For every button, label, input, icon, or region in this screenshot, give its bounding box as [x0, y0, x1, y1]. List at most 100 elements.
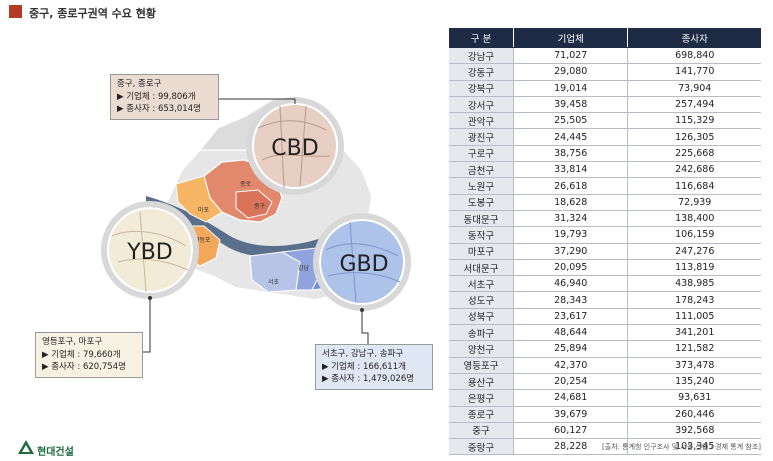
table-row: 양천구 25,894 121,582 — [449, 340, 761, 358]
cbd-label: CBD — [271, 136, 318, 161]
label-mapo: 마포 — [198, 206, 210, 214]
district-cell: 강동구 — [449, 63, 514, 81]
table-row: 영등포구 42,370 373,478 — [449, 357, 761, 374]
district-cell: 성북구 — [449, 308, 514, 326]
district-cell: 금천구 — [449, 161, 514, 179]
header-district: 구 분 — [449, 28, 514, 48]
district-cell: 서대문구 — [449, 259, 514, 277]
gbd-label: GBD — [339, 252, 388, 277]
brand-logo-icon — [18, 440, 34, 454]
ybd-callout-box: 영등포구, 마포구 ▶ 기업체 : 79,660개 ▶ 종사자 : 620,75… — [35, 332, 143, 378]
title-accent-square — [9, 5, 22, 18]
page-title: 중구, 종로구권역 수요 현황 — [29, 7, 156, 20]
gbd-callout-workers: ▶ 종사자 : 1,479,026명 — [322, 374, 415, 384]
companies-cell: 42,370 — [513, 357, 629, 374]
district-cell: 강북구 — [449, 80, 514, 97]
table-row: 송파구 48,644 341,201 — [449, 324, 761, 342]
table-row: 관악구 25,505 115,329 — [449, 112, 761, 130]
district-cell: 서초구 — [449, 275, 514, 293]
companies-cell: 38,756 — [513, 145, 629, 163]
companies-cell: 24,681 — [513, 389, 629, 407]
district-cell: 종로구 — [449, 406, 514, 423]
companies-cell: 71,027 — [513, 47, 629, 65]
companies-cell: 26,618 — [513, 177, 629, 195]
workers-cell: 106,159 — [627, 226, 761, 244]
companies-cell: 23,617 — [513, 308, 629, 326]
table-row: 서초구 46,940 438,985 — [449, 275, 761, 293]
gbd-connector-dot — [360, 308, 364, 312]
companies-cell: 39,679 — [513, 406, 629, 423]
workers-cell: 260,446 — [627, 406, 761, 423]
district-cell: 노원구 — [449, 177, 514, 195]
gbd-callout-box: 서초구, 강남구, 송파구 ▶ 기업체 : 166,611개 ▶ 종사자 : 1… — [315, 344, 433, 390]
header-companies: 기업체 — [513, 28, 629, 48]
workers-cell: 73,904 — [627, 80, 761, 97]
cbd-callout-title: 중구, 종로구 — [117, 79, 162, 89]
companies-cell: 37,290 — [513, 243, 629, 260]
workers-cell: 178,243 — [627, 291, 761, 309]
workers-cell: 111,005 — [627, 308, 761, 326]
companies-cell: 19,014 — [513, 80, 629, 97]
label-jung: 중구 — [254, 203, 266, 210]
table-row: 서대문구 20,095 113,819 — [449, 259, 761, 277]
jung-gu-shape — [235, 189, 273, 219]
workers-cell: 93,631 — [627, 389, 761, 407]
label-yeongdeungpo: 영등포 — [194, 236, 211, 244]
workers-cell: 141,770 — [627, 63, 761, 81]
district-cell: 광진구 — [449, 128, 514, 146]
mapo-shape — [175, 175, 223, 223]
companies-cell: 29,080 — [513, 63, 629, 81]
table-row: 성북구 23,617 111,005 — [449, 308, 761, 326]
workers-cell: 113,819 — [627, 259, 761, 277]
table-row: 동대문구 31,324 138,400 — [449, 210, 761, 228]
table-row: 중구 60,127 392,568 — [449, 422, 761, 440]
cbd-callout-companies: ▶ 기업체 : 99,806개 — [117, 91, 196, 102]
workers-cell: 116,684 — [627, 177, 761, 195]
workers-cell: 341,201 — [627, 324, 761, 342]
companies-cell: 60,127 — [513, 422, 629, 440]
district-cell: 송파구 — [449, 324, 514, 342]
district-cell: 강서구 — [449, 96, 514, 114]
table-row: 강남구 71,027 698,840 — [449, 47, 761, 65]
district-cell: 성도구 — [449, 291, 514, 309]
cbd-callout-workers: ▶ 종사자 : 653,014명 — [117, 104, 201, 114]
companies-cell: 18,628 — [513, 194, 629, 211]
district-cell: 중랑구 — [449, 438, 514, 456]
table-row: 강북구 19,014 73,904 — [449, 80, 761, 97]
district-cell: 도봉구 — [449, 194, 514, 211]
companies-cell: 39,458 — [513, 96, 629, 114]
table-header-row: 구 분 기업체 종사자 — [449, 28, 761, 48]
source-note: [출처: 통계청 인구조사 및 서울 산업 / 경제 통계 참조] — [601, 443, 761, 451]
ybd-magnifier-circle — [107, 207, 193, 293]
workers-cell: 103,345 — [627, 438, 761, 456]
label-seocho: 서초 — [268, 278, 280, 286]
seoul-district-map: 종로 중구 마포 영등포 강남 서초 송파 CBD YBD GBD — [101, 97, 411, 353]
district-cell: 중구 — [449, 422, 514, 440]
ybd-callout-workers: ▶ 종사자 : 620,754명 — [42, 362, 126, 372]
companies-cell: 48,644 — [513, 324, 629, 342]
table-row: 은평구 24,681 93,631 — [449, 389, 761, 407]
table-row: 용산구 20,254 135,240 — [449, 373, 761, 391]
district-cell: 은평구 — [449, 389, 514, 407]
companies-cell: 20,095 — [513, 259, 629, 277]
table-row: 중랑구 28,228 103,345 — [449, 438, 761, 456]
workers-cell: 392,568 — [627, 422, 761, 440]
workers-cell: 138,400 — [627, 210, 761, 228]
workers-cell: 115,329 — [627, 112, 761, 130]
district-stats-table-wrap: 구 분 기업체 종사자 강남구 71,027 698,840 강동구 29,080 141… — [449, 28, 761, 456]
district-cell: 영등포구 — [449, 357, 514, 374]
district-cell: 동작구 — [449, 226, 514, 244]
workers-cell: 242,686 — [627, 161, 761, 179]
workers-cell: 135,240 — [627, 373, 761, 391]
table-row: 도봉구 18,628 72,939 — [449, 194, 761, 211]
workers-cell: 438,985 — [627, 275, 761, 293]
workers-cell: 72,939 — [627, 194, 761, 211]
table-row: 광진구 24,445 126,305 — [449, 128, 761, 146]
table-row: 마포구 37,290 247,276 — [449, 243, 761, 260]
district-cell: 양천구 — [449, 340, 514, 358]
companies-cell: 28,228 — [513, 438, 629, 456]
district-cell: 관악구 — [449, 112, 514, 130]
label-gangnam: 강남 — [298, 264, 310, 272]
ybd-label: YBD — [126, 240, 172, 265]
ybd-callout-title: 영등포구, 마포구 — [42, 337, 103, 347]
